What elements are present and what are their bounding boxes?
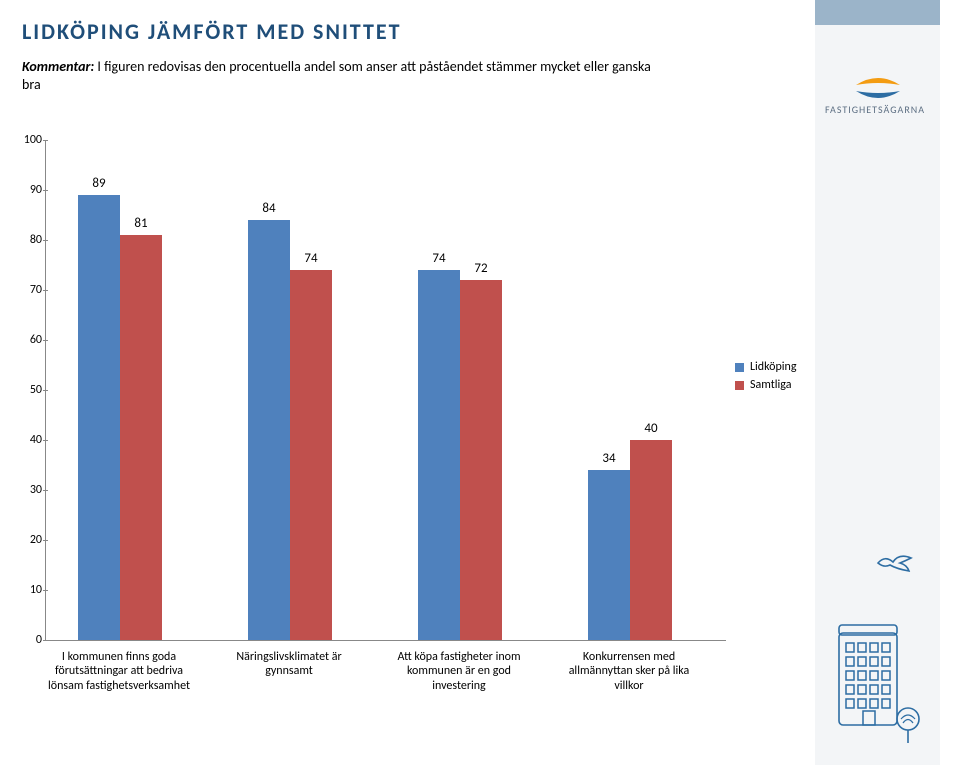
legend-swatch-icon: [735, 363, 744, 372]
category-label: I kommunen finns goda förutsättningar at…: [44, 650, 194, 693]
legend-swatch-icon: [735, 381, 744, 390]
bar-value: 74: [418, 251, 460, 266]
y-tick: 70: [14, 283, 42, 297]
legend-item-lidkoping: Lidköping: [735, 358, 797, 376]
y-tick: 100: [14, 133, 42, 147]
bar-value: 81: [120, 216, 162, 231]
sidebar-accent: [815, 0, 940, 25]
plot-area: 01020304050607080901008981847474723440: [45, 140, 726, 641]
y-tick: 50: [14, 383, 42, 397]
bar: 40: [630, 440, 672, 640]
legend: Lidköping Samtliga: [735, 358, 797, 394]
legend-item-samtliga: Samtliga: [735, 376, 797, 394]
sidebar-body: FASTIGHETSÄGARNA: [815, 25, 940, 765]
page: LIDKÖPING JÄMFÖRT MED SNITTET Kommentar:…: [0, 0, 960, 765]
bar: 89: [78, 195, 120, 640]
bar-chart: 01020304050607080901008981847474723440 I…: [0, 120, 790, 720]
bar: 81: [120, 235, 162, 640]
category-label: Att köpa fastigheter inom kommunen är en…: [384, 650, 534, 693]
subtitle-kom: Kommentar:: [22, 58, 94, 75]
bird-icon: [875, 549, 915, 575]
y-tick: 40: [14, 433, 42, 447]
y-tick: 10: [14, 583, 42, 597]
bar: 84: [248, 220, 290, 640]
y-tick: 0: [14, 633, 42, 647]
bar-value: 34: [588, 451, 630, 466]
y-tick: 30: [14, 483, 42, 497]
bar: 72: [460, 280, 502, 640]
page-title: LIDKÖPING JÄMFÖRT MED SNITTET: [22, 18, 401, 45]
subtitle: Kommentar: I figuren redovisas den proce…: [22, 58, 662, 94]
bar-value: 74: [290, 251, 332, 266]
y-tick: 60: [14, 333, 42, 347]
subtitle-rest: I figuren redovisas den procentuella and…: [22, 58, 651, 93]
category-label: Näringslivsklimatet är gynnsamt: [214, 650, 364, 679]
legend-label: Lidköping: [750, 360, 797, 374]
y-tick: 20: [14, 533, 42, 547]
category-label: Konkurrensen med allmännyttan sker på li…: [554, 650, 704, 693]
bar: 74: [418, 270, 460, 640]
bar-value: 89: [78, 176, 120, 191]
bar: 34: [588, 470, 630, 640]
brand-name: FASTIGHETSÄGARNA: [825, 105, 930, 116]
sidebar: FASTIGHETSÄGARNA: [815, 0, 940, 765]
legend-label: Samtliga: [750, 378, 791, 392]
y-tick: 80: [14, 233, 42, 247]
bar-value: 84: [248, 201, 290, 216]
bar-value: 40: [630, 421, 672, 436]
y-tick: 90: [14, 183, 42, 197]
swoosh-icon: [853, 75, 903, 101]
building-icon: [837, 615, 922, 745]
bar: 74: [290, 270, 332, 640]
brand-logo: FASTIGHETSÄGARNA: [825, 75, 930, 116]
bar-value: 72: [460, 261, 502, 276]
